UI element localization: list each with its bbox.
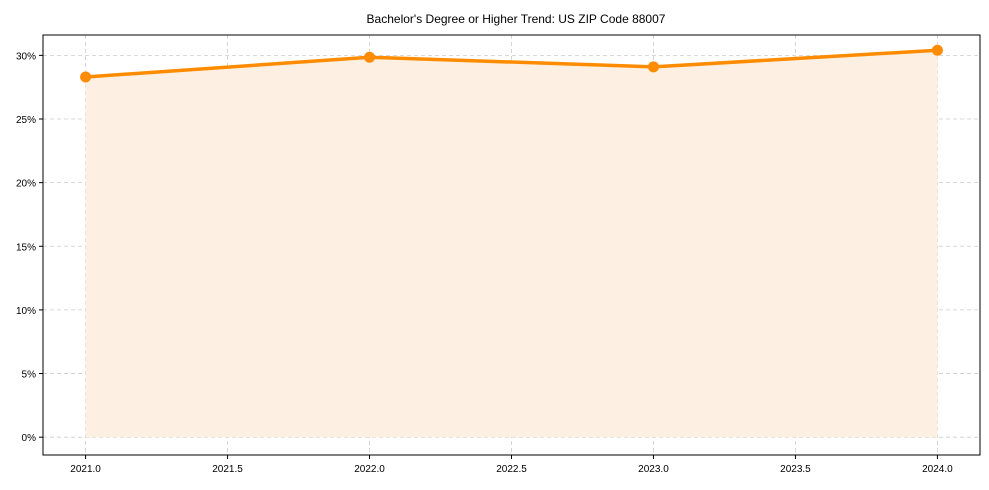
y-tick-label: 5% (22, 370, 37, 381)
x-tick-label: 2023.0 (638, 464, 669, 475)
area-fill-path (85, 50, 938, 438)
data-point (364, 51, 376, 63)
y-tick-label: 20% (16, 179, 36, 190)
x-tick-label: 2021.0 (70, 464, 101, 475)
x-tick-label: 2022.0 (354, 464, 385, 475)
x-tick-label: 2022.5 (496, 464, 527, 475)
y-axis: 0% 5% 10% 15% 20% 25% 30% (16, 51, 43, 444)
data-point (931, 44, 943, 56)
area-fill (85, 50, 938, 438)
series-line (80, 44, 943, 83)
y-tick-label: 0% (22, 433, 37, 444)
data-point (647, 61, 659, 73)
y-tick-label: 25% (16, 115, 36, 126)
x-axis: 2021.0 2021.5 2022.0 2022.5 2023.0 2023.5 2024… (70, 455, 953, 475)
trend-line (85, 48, 938, 79)
plot-frame (42, 34, 981, 456)
x-tick-label: 2024.0 (922, 464, 953, 475)
y-tick-label: 15% (16, 242, 36, 253)
x-tick-label: 2023.5 (780, 464, 811, 475)
chart-title: Bachelor's Degree or Higher Trend: US ZI… (367, 12, 666, 26)
y-tick-label: 30% (16, 51, 36, 62)
x-tick-label: 2021.5 (212, 464, 243, 475)
y-tick-label: 10% (16, 306, 36, 317)
data-point (80, 71, 92, 83)
